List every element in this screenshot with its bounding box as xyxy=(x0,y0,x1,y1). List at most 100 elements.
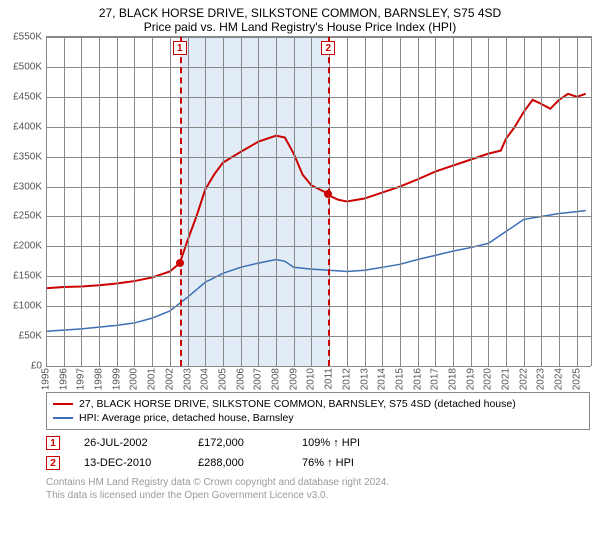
ytick-label: £100K xyxy=(13,301,46,312)
ytick-label: £450K xyxy=(13,91,46,102)
transaction-marker xyxy=(324,190,332,198)
chart-area: £0£50K£100K£150K£200K£250K£300K£350K£400… xyxy=(46,36,592,386)
gridline-v xyxy=(453,37,454,366)
gridline-v xyxy=(506,37,507,366)
gridline-v xyxy=(435,37,436,366)
xtick-label: 2022 xyxy=(518,368,529,390)
gridline-h xyxy=(46,366,591,367)
xtick-label: 2025 xyxy=(571,368,582,390)
ytick-label: £300K xyxy=(13,181,46,192)
transaction-marker xyxy=(176,259,184,267)
xtick-label: 2013 xyxy=(359,368,370,390)
xtick-label: 2018 xyxy=(447,368,458,390)
xtick-label: 2021 xyxy=(501,368,512,390)
gridline-v xyxy=(365,37,366,366)
xtick-label: 1995 xyxy=(41,368,52,390)
xtick-label: 1996 xyxy=(58,368,69,390)
ytick-label: £500K xyxy=(13,61,46,72)
legend-label: 27, BLACK HORSE DRIVE, SILKSTONE COMMON,… xyxy=(79,398,516,410)
gridline-v xyxy=(117,37,118,366)
xtick-label: 2024 xyxy=(554,368,565,390)
ytick-label: £400K xyxy=(13,121,46,132)
gridline-h xyxy=(46,127,591,128)
xtick-label: 2016 xyxy=(412,368,423,390)
transaction-hpi: 109% ↑ HPI xyxy=(302,437,360,449)
plot-area: £0£50K£100K£150K£200K£250K£300K£350K£400… xyxy=(46,36,592,366)
xtick-label: 1999 xyxy=(111,368,122,390)
transaction-flag: 2 xyxy=(321,41,335,55)
gridline-v xyxy=(223,37,224,366)
xtick-label: 2003 xyxy=(182,368,193,390)
transaction-date: 26-JUL-2002 xyxy=(84,437,174,449)
xtick-label: 2009 xyxy=(288,368,299,390)
xtick-label: 2000 xyxy=(129,368,140,390)
xtick-label: 2006 xyxy=(235,368,246,390)
gridline-v xyxy=(488,37,489,366)
gridline-v xyxy=(64,37,65,366)
xtick-label: 2023 xyxy=(536,368,547,390)
ytick-label: £550K xyxy=(13,32,46,43)
footer-line: This data is licensed under the Open Gov… xyxy=(46,489,600,502)
gridline-v xyxy=(541,37,542,366)
gridline-v xyxy=(400,37,401,366)
ytick-label: £50K xyxy=(19,331,46,342)
gridline-h xyxy=(46,336,591,337)
gridline-v xyxy=(418,37,419,366)
gridline-v xyxy=(559,37,560,366)
chart-subtitle: Price paid vs. HM Land Registry's House … xyxy=(0,20,600,36)
legend-swatch xyxy=(53,417,73,419)
transaction-price: £172,000 xyxy=(198,437,278,449)
ytick-label: £200K xyxy=(13,241,46,252)
gridline-v xyxy=(577,37,578,366)
xtick-label: 2020 xyxy=(483,368,494,390)
series-line xyxy=(46,94,586,288)
legend-swatch xyxy=(53,403,73,405)
xtick-label: 2011 xyxy=(324,368,335,390)
xtick-label: 2002 xyxy=(164,368,175,390)
xtick-label: 2014 xyxy=(377,368,388,390)
xtick-label: 2017 xyxy=(430,368,441,390)
gridline-v xyxy=(294,37,295,366)
gridline-h xyxy=(46,276,591,277)
gridline-h xyxy=(46,97,591,98)
footer: Contains HM Land Registry data © Crown c… xyxy=(46,476,600,502)
gridline-v xyxy=(258,37,259,366)
gridline-v xyxy=(524,37,525,366)
ytick-label: £250K xyxy=(13,211,46,222)
legend: 27, BLACK HORSE DRIVE, SILKSTONE COMMON,… xyxy=(46,392,590,430)
gridline-v xyxy=(99,37,100,366)
xtick-label: 1997 xyxy=(76,368,87,390)
gridline-h xyxy=(46,216,591,217)
gridline-h xyxy=(46,37,591,38)
xtick-label: 2005 xyxy=(217,368,228,390)
gridline-h xyxy=(46,246,591,247)
transaction-flag-small: 2 xyxy=(46,456,60,470)
gridline-v xyxy=(152,37,153,366)
legend-item: 27, BLACK HORSE DRIVE, SILKSTONE COMMON,… xyxy=(53,397,583,411)
xtick-label: 2012 xyxy=(341,368,352,390)
gridline-v xyxy=(241,37,242,366)
gridline-h xyxy=(46,187,591,188)
transaction-date: 13-DEC-2010 xyxy=(84,457,174,469)
xtick-label: 2004 xyxy=(200,368,211,390)
gridline-v xyxy=(134,37,135,366)
legend-item: HPI: Average price, detached house, Barn… xyxy=(53,411,583,425)
series-line xyxy=(46,210,586,331)
chart-title: 27, BLACK HORSE DRIVE, SILKSTONE COMMON,… xyxy=(0,0,600,20)
ytick-label: £150K xyxy=(13,271,46,282)
gridline-h xyxy=(46,306,591,307)
gridline-v xyxy=(382,37,383,366)
xtick-label: 2008 xyxy=(271,368,282,390)
transactions: 126-JUL-2002£172,000109% ↑ HPI213-DEC-20… xyxy=(0,436,600,470)
gridline-v xyxy=(170,37,171,366)
gridline-v xyxy=(188,37,189,366)
gridline-v xyxy=(347,37,348,366)
gridline-v xyxy=(46,37,47,366)
xtick-label: 2007 xyxy=(253,368,264,390)
xtick-label: 2010 xyxy=(306,368,317,390)
line-layer xyxy=(46,37,591,366)
gridline-v xyxy=(311,37,312,366)
figure: 27, BLACK HORSE DRIVE, SILKSTONE COMMON,… xyxy=(0,0,600,560)
gridline-v xyxy=(205,37,206,366)
transaction-vline xyxy=(180,37,182,366)
